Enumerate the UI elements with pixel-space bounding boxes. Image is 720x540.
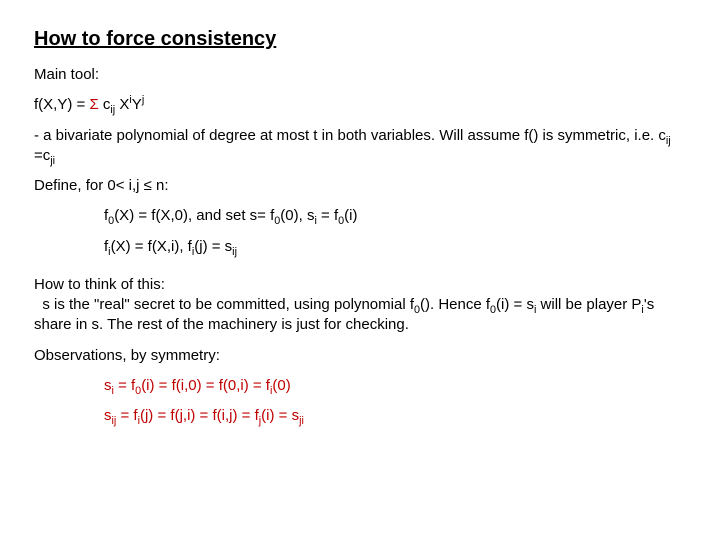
think-a: How to think of this: — [34, 276, 165, 293]
eq-sij-ji: ji — [299, 415, 304, 427]
eq-fxy-lhs: f(X,Y) = — [34, 96, 89, 113]
eq-f0-e: (i) — [344, 207, 357, 224]
eq-fi-c: (j) = s — [194, 238, 232, 255]
eq-fi-ij: ij — [232, 246, 237, 258]
think-line: How to think of this: s is the "real" se… — [34, 275, 686, 336]
eq-f0-c: (0), s — [280, 207, 314, 224]
eq-si: si = f0(i) = f(i,0) = f(0,i) = fi(0) — [104, 376, 686, 396]
eq-f0-d: = f — [317, 207, 338, 224]
eq-fxy-j: j — [142, 94, 144, 106]
eq-fi-b: (X) = f(X,i), f — [111, 238, 192, 255]
eq-sij-b: = f — [116, 407, 137, 424]
think-b: s is the "real" secret to be committed, … — [34, 296, 414, 313]
eq-f0: f0(X) = f(X,0), and set s= f0(0), si = f… — [104, 206, 686, 226]
eq-sij-c: (j) = f(j,i) = f(i,j) = f — [140, 407, 259, 424]
bivariate-eq: =c — [34, 147, 50, 164]
eq-si-c: (i) = f(i,0) = f(0,i) = f — [141, 377, 270, 394]
think-e: will be player P — [536, 296, 641, 313]
intro-line: Main tool: — [34, 65, 686, 85]
slide-title: How to force consistency — [34, 28, 686, 51]
eq-sij-d: (i) = s — [261, 407, 299, 424]
eq-fxy-c: c — [99, 96, 111, 113]
eq-sij: sij = fi(j) = f(j,i) = f(i,j) = fj(i) = … — [104, 406, 686, 426]
bivariate-ij: ij — [666, 135, 671, 147]
eq-sij-a: s — [104, 407, 112, 424]
eq-fi: fi(X) = f(X,i), fi(j) = sij — [104, 237, 686, 257]
eq-fxy: f(X,Y) = Σ cij XiYj — [34, 95, 686, 115]
bivariate-line: - a bivariate polynomial of degree at mo… — [34, 126, 686, 167]
eq-si-d: (0) — [272, 377, 290, 394]
eq-si-a: s — [104, 377, 112, 394]
obs-line: Observations, by symmetry: — [34, 346, 686, 366]
eq-fxy-sigma: Σ — [89, 96, 98, 113]
eq-si-b: = f — [114, 377, 135, 394]
think-c: (). Hence f — [420, 296, 490, 313]
think-d: (i) = s — [496, 296, 534, 313]
bivariate-ji: ji — [50, 155, 55, 167]
bivariate-a: - a bivariate polynomial of degree at mo… — [34, 127, 666, 144]
eq-f0-b: (X) = f(X,0), and set s= f — [114, 207, 274, 224]
slide: How to force consistency Main tool: f(X,… — [0, 0, 720, 540]
eq-fxy-Y: Y — [132, 96, 142, 113]
eq-fxy-X: X — [115, 96, 129, 113]
define-line: Define, for 0< i,j ≤ n: — [34, 176, 686, 196]
